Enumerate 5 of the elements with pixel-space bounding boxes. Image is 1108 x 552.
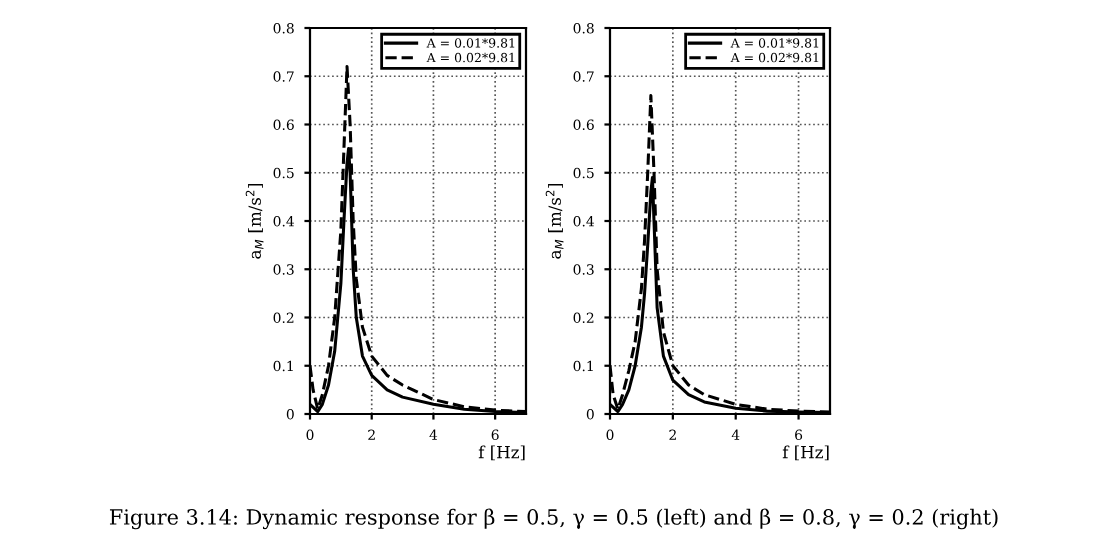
y-axis-title: a$_{M}$ [m/s$^{2}$] [245, 184, 264, 259]
y-axis-title: a$_{M}$ [m/s$^{2}$] [545, 184, 564, 259]
caption: Figure 3.14: Dynamic response for β = 0.5, γ = 0.5 (left) and β = 0.8, γ = 0.2 (right) [109, 508, 998, 530]
x-axis-title: f [Hz] [478, 445, 525, 461]
x-axis-title: f [Hz] [782, 445, 829, 461]
